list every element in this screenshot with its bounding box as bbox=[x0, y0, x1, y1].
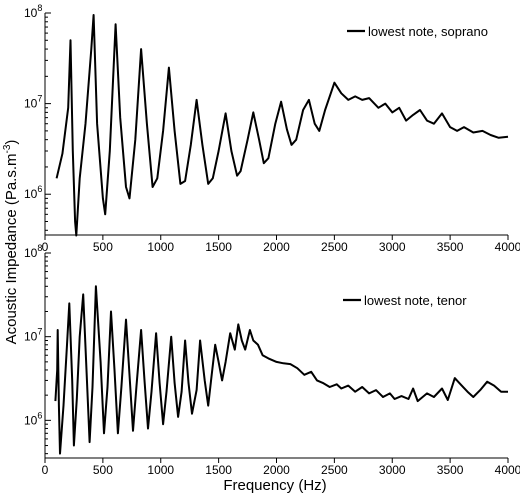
x-tick-label: 3000 bbox=[379, 240, 406, 254]
y-tick-label: 106 bbox=[24, 410, 42, 427]
x-tick-label: 2000 bbox=[263, 240, 290, 254]
x-tick-label: 1000 bbox=[147, 240, 174, 254]
y-tick-label: 108 bbox=[24, 3, 42, 20]
x-tick-label: 2000 bbox=[263, 463, 290, 477]
x-tick-label: 3500 bbox=[437, 463, 464, 477]
series-line-tenor bbox=[54, 285, 508, 455]
x-tick-label: 1000 bbox=[147, 463, 174, 477]
x-tick-label: 1500 bbox=[205, 240, 232, 254]
y-axis-label: Acoustic Impedance (Pa.s.m-3) bbox=[2, 140, 20, 345]
y-tick-label: 107 bbox=[24, 94, 42, 111]
x-tick-label: 500 bbox=[93, 240, 113, 254]
x-tick-label: 0 bbox=[42, 240, 49, 254]
series-line-soprano bbox=[55, 14, 509, 237]
x-axis-label: Frequency (Hz) bbox=[223, 477, 326, 494]
legend-label: lowest note, soprano bbox=[368, 24, 488, 39]
x-tick-label: 1500 bbox=[205, 463, 232, 477]
x-tick-label: 0 bbox=[42, 463, 49, 477]
x-tick-label: 2500 bbox=[321, 463, 348, 477]
y-tick-label: 107 bbox=[24, 327, 42, 344]
x-tick-label: 3500 bbox=[437, 240, 464, 254]
x-tick-label: 4000 bbox=[495, 240, 520, 254]
panel-tenor: 0 500 1000 1500 2000 2500 3000 3500 4000 108 107 10… bbox=[24, 243, 520, 477]
x-tick-label: 3000 bbox=[379, 463, 406, 477]
panel-soprano: 0 500 1000 1500 2000 2500 3000 3500 4000 108 107 10… bbox=[24, 3, 520, 254]
x-tick-label: 2500 bbox=[321, 240, 348, 254]
x-tick-label: 500 bbox=[93, 463, 113, 477]
y-tick-label: 106 bbox=[24, 184, 42, 201]
legend-label: lowest note, tenor bbox=[364, 293, 467, 308]
x-tick-label: 4000 bbox=[495, 463, 520, 477]
y-tick-label: 108 bbox=[24, 243, 42, 260]
